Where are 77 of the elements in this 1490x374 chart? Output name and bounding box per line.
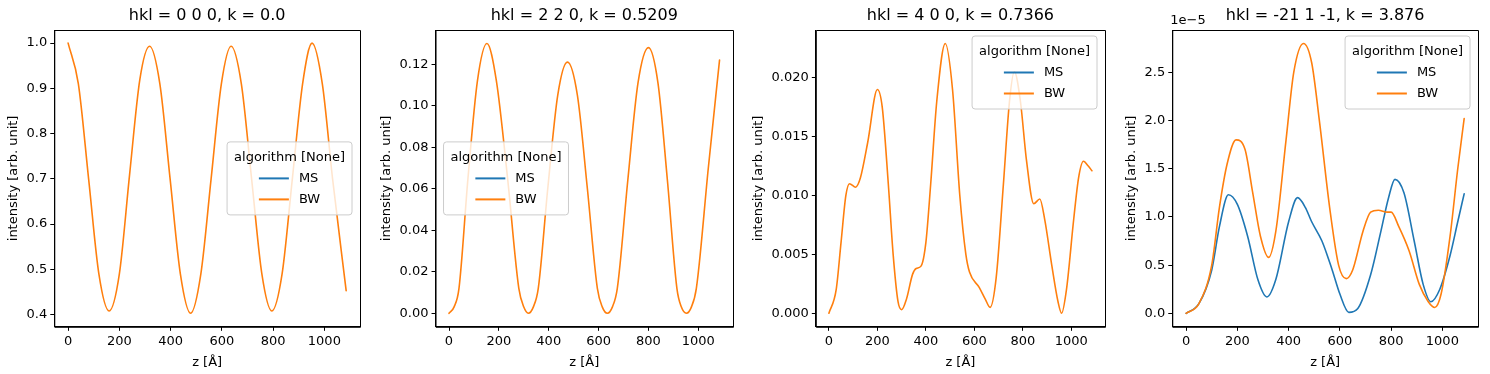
legend-label: BW: [1416, 84, 1438, 100]
legend-title: algorithm [None]: [234, 148, 345, 164]
x-tick-label: 200: [106, 332, 132, 348]
x-axis-title: z [Å]: [1309, 353, 1340, 369]
y-axis-title: intensity [arb. unit]: [750, 115, 766, 242]
x-axis-title: z [Å]: [568, 353, 599, 369]
chart-title: hkl = 4 0 0, k = 0.7366: [866, 5, 1054, 25]
y-tick-label: 0.4: [26, 305, 48, 321]
x-tick-label: 800: [1378, 332, 1404, 348]
y-tick-label: 0.08: [399, 138, 429, 154]
line-series: [828, 42, 1093, 315]
x-tick-label: 800: [1010, 332, 1036, 348]
y-tick-label: 0.12: [399, 55, 429, 71]
x-tick-label: 1000: [1425, 332, 1459, 348]
x-tick-label: 1000: [681, 332, 715, 348]
y-tick-label: 0.000: [771, 304, 809, 320]
legend-label: MS: [298, 169, 319, 185]
y-tick-label: 0.10: [399, 97, 429, 113]
text: 1e−5: [1169, 11, 1206, 27]
y-tick-label: 1.0: [26, 34, 48, 50]
y-tick-label: 0.7: [26, 170, 48, 186]
chart-title: hkl = 0 0 0, k = 0.0: [128, 5, 286, 25]
legend-label: BW: [298, 190, 321, 206]
y-tick-label: 2.5: [1144, 63, 1165, 79]
x-tick-label: 0: [63, 332, 73, 348]
line-series: [1184, 178, 1465, 315]
x-tick-label: 800: [635, 332, 661, 348]
legend-label: BW: [514, 190, 537, 206]
line-series: [1184, 42, 1465, 315]
x-tick-label: 200: [1224, 332, 1250, 348]
x-tick-label: 400: [535, 332, 561, 348]
y-tick-label: 0.010: [771, 186, 809, 202]
y-axis-title: intensity [arb. unit]: [5, 115, 21, 242]
y-tick-label: 0.8: [26, 124, 48, 140]
legend-label: MS: [514, 169, 535, 185]
y-tick-label: 0.5: [1144, 256, 1165, 272]
legend-title: algorithm [None]: [1351, 42, 1463, 58]
y-tick-label: 0.5: [26, 260, 48, 276]
x-tick-label: 1000: [307, 332, 341, 348]
y-tick-label: 1.5: [1144, 160, 1165, 176]
y-tick-label: 1.0: [1144, 208, 1165, 224]
x-tick-label: 200: [864, 332, 890, 348]
x-tick-label: 400: [158, 332, 184, 348]
legend-title: algorithm [None]: [979, 42, 1090, 58]
x-tick-label: 0: [444, 332, 453, 348]
x-tick-label: 1000: [1054, 332, 1088, 348]
y-tick-label: 2.0: [1144, 111, 1165, 127]
x-axis-title: z [Å]: [192, 353, 223, 369]
x-tick-label: 600: [585, 332, 611, 348]
y-tick-label: 0.005: [771, 245, 809, 261]
x-tick-label: 400: [913, 332, 939, 348]
x-axis-title: z [Å]: [945, 353, 976, 369]
legend-label: BW: [1043, 84, 1066, 100]
y-tick-label: 0.00: [399, 304, 429, 320]
x-tick-label: 600: [961, 332, 987, 348]
x-tick-label: 0: [824, 332, 834, 348]
x-tick-label: 600: [209, 332, 235, 348]
x-tick-label: 0: [1181, 332, 1190, 348]
y-tick-label: 0.06: [399, 180, 429, 196]
legend-label: MS: [1043, 63, 1064, 79]
chart-title: hkl = 2 2 0, k = 0.5209: [490, 5, 678, 25]
y-axis-title: intensity [arb. unit]: [1122, 115, 1138, 242]
y-tick-label: 0.015: [771, 127, 809, 143]
y-tick-label: 0.0: [1144, 304, 1165, 320]
x-tick-label: 600: [1326, 332, 1352, 348]
x-tick-label: 200: [485, 332, 511, 348]
y-tick-label: 0.02: [399, 263, 429, 279]
chart-title: hkl = -21 1 -1, k = 3.876: [1225, 5, 1424, 25]
x-tick-label: 400: [1275, 332, 1301, 348]
legend-title: algorithm [None]: [450, 148, 561, 164]
y-tick-label: 0.6: [26, 215, 48, 231]
y-axis-title: intensity [arb. unit]: [377, 115, 393, 242]
x-tick-label: 800: [260, 332, 286, 348]
y-tick-label: 0.9: [26, 79, 48, 95]
legend-label: MS: [1416, 63, 1436, 79]
y-tick-label: 0.04: [399, 221, 429, 237]
y-tick-label: 0.020: [771, 69, 809, 85]
